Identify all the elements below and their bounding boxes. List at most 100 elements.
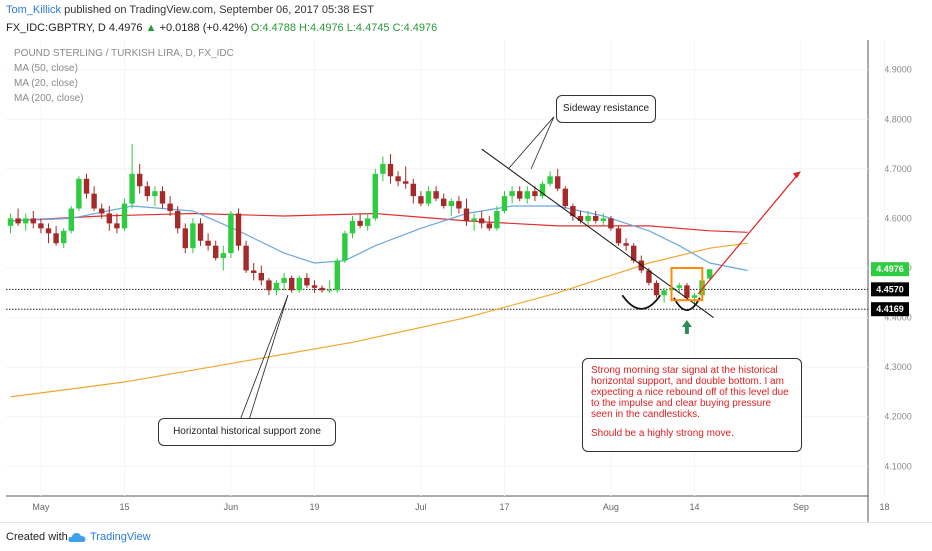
candle-body — [304, 277, 310, 286]
last-price: 4.4976 — [108, 22, 143, 34]
author-link[interactable]: Tom_Killick — [6, 4, 62, 16]
morning-star-highlight — [670, 267, 704, 302]
candle-body — [479, 218, 485, 224]
candle-body — [76, 178, 82, 209]
candle-body — [251, 270, 257, 273]
tradingview-cloud-icon — [68, 533, 86, 542]
y-tick-label: 4.3000 — [884, 362, 912, 372]
double-bottom-arc — [621, 294, 662, 310]
x-tick-label: May — [32, 502, 50, 512]
candle-body — [387, 163, 394, 177]
price-label: 4.4169 — [871, 302, 909, 317]
candle-body — [494, 211, 500, 229]
legend-ma200[interactable]: MA (200, close) — [14, 93, 84, 104]
x-tick-label: Aug — [603, 502, 619, 512]
y-tick-label: 4.1000 — [884, 461, 912, 471]
candle-body — [235, 213, 242, 246]
callout-pointer — [507, 116, 555, 170]
candle-body — [296, 277, 302, 291]
y-tick-label: 4.2000 — [884, 412, 912, 422]
signal-text: Strong morning star signal at the histor… — [591, 365, 789, 420]
up-arrow-icon: ▲ — [145, 22, 157, 34]
candle-body — [555, 176, 561, 189]
candle-body — [623, 243, 629, 246]
x-tick-label: 18 — [879, 502, 889, 512]
support-zone-text: Horizontal historical support zone — [173, 426, 321, 437]
candle-body — [23, 218, 29, 224]
candle-body — [327, 290, 333, 292]
sideway-resistance-callout: Sideway resistance — [556, 95, 656, 123]
candle-body — [83, 178, 90, 194]
tradingview-logo[interactable]: TradingView — [90, 531, 151, 543]
candle-body — [661, 290, 667, 296]
symbol-label: FX_IDC:GBPTRY, D — [6, 22, 106, 34]
candle-body — [676, 285, 682, 288]
candle-body — [311, 285, 318, 288]
sideway-resistance-text: Sideway resistance — [562, 103, 650, 114]
signal-text-2: Should be a highly strong move. — [591, 428, 734, 439]
price-label-box — [871, 262, 909, 277]
ma200-line — [10, 242, 748, 398]
x-tick-label: 14 — [689, 502, 699, 512]
candle-body — [463, 208, 470, 221]
candle-body — [205, 240, 211, 246]
legend-title: POUND STERLING / TURKISH LIRA, D, FX_IDC — [14, 48, 234, 59]
candle-body — [441, 198, 447, 207]
candle-body — [228, 213, 234, 254]
y-tick-label: 4.6000 — [884, 213, 912, 223]
candle-body — [45, 228, 52, 234]
candle-body — [684, 285, 690, 298]
double-bottom-arc — [673, 297, 701, 312]
candle-body — [486, 223, 492, 229]
candle-body — [99, 208, 105, 214]
symbol-line: FX_IDC:GBPTRY, D 4.4976 ▲ +0.0188 (+0.42… — [6, 22, 437, 34]
candle-body — [289, 277, 295, 291]
candle-body — [425, 191, 432, 204]
callout-pointer — [530, 116, 555, 170]
candle-body — [53, 233, 59, 244]
x-tick-label: Jul — [415, 502, 427, 512]
candle-body — [334, 260, 340, 291]
up-arrow-marker-icon — [681, 320, 692, 335]
price-label-text: 4.4169 — [876, 304, 904, 314]
price-label: 4.4570 — [871, 282, 909, 297]
candle-body — [38, 223, 44, 229]
candle-body — [403, 181, 409, 184]
sideway-resistance-trendline — [481, 148, 714, 318]
legend-ma20[interactable]: MA (20, close) — [14, 78, 78, 89]
candle-body — [258, 272, 264, 281]
candle-body — [349, 220, 356, 234]
candle-body — [608, 218, 614, 229]
signal-callout: Strong morning star signal at the histor… — [582, 358, 802, 452]
candle-body — [539, 183, 546, 197]
y-tick-label: 4.7000 — [884, 164, 912, 174]
ohlc-values: O:4.4788 H:4.4976 L:4.4745 C:4.4976 — [250, 22, 438, 34]
candle-body — [114, 223, 120, 229]
candle-body — [517, 191, 523, 199]
header-bar: Tom_Killick published on TradingView.com… — [0, 0, 932, 44]
candle-body — [30, 218, 36, 224]
x-tick-label: Jun — [224, 502, 239, 512]
candle-body — [365, 218, 371, 226]
projection-arrow-line — [697, 175, 797, 295]
price-label-box — [871, 282, 909, 297]
candle-body — [197, 223, 204, 241]
y-tick-label: 4.8000 — [884, 114, 912, 124]
candle-body — [380, 163, 386, 174]
legend-ma50[interactable]: MA (50, close) — [14, 63, 78, 74]
price-label-box — [871, 302, 909, 317]
x-tick-label: Sep — [793, 502, 809, 512]
support-zone-callout: Horizontal historical support zone — [158, 418, 336, 446]
callout-pointer — [244, 295, 289, 435]
candle-body — [106, 213, 112, 224]
y-tick-label: 4.9000 — [884, 65, 912, 75]
candle-body — [570, 206, 576, 216]
candle-body — [410, 183, 416, 197]
candle-body — [266, 280, 272, 291]
candle-body — [593, 215, 599, 221]
candle-body — [15, 218, 21, 224]
candle-body — [190, 223, 196, 249]
candle-body — [532, 191, 538, 197]
candle-body — [524, 191, 530, 199]
price-label-text: 4.4570 — [876, 284, 904, 294]
